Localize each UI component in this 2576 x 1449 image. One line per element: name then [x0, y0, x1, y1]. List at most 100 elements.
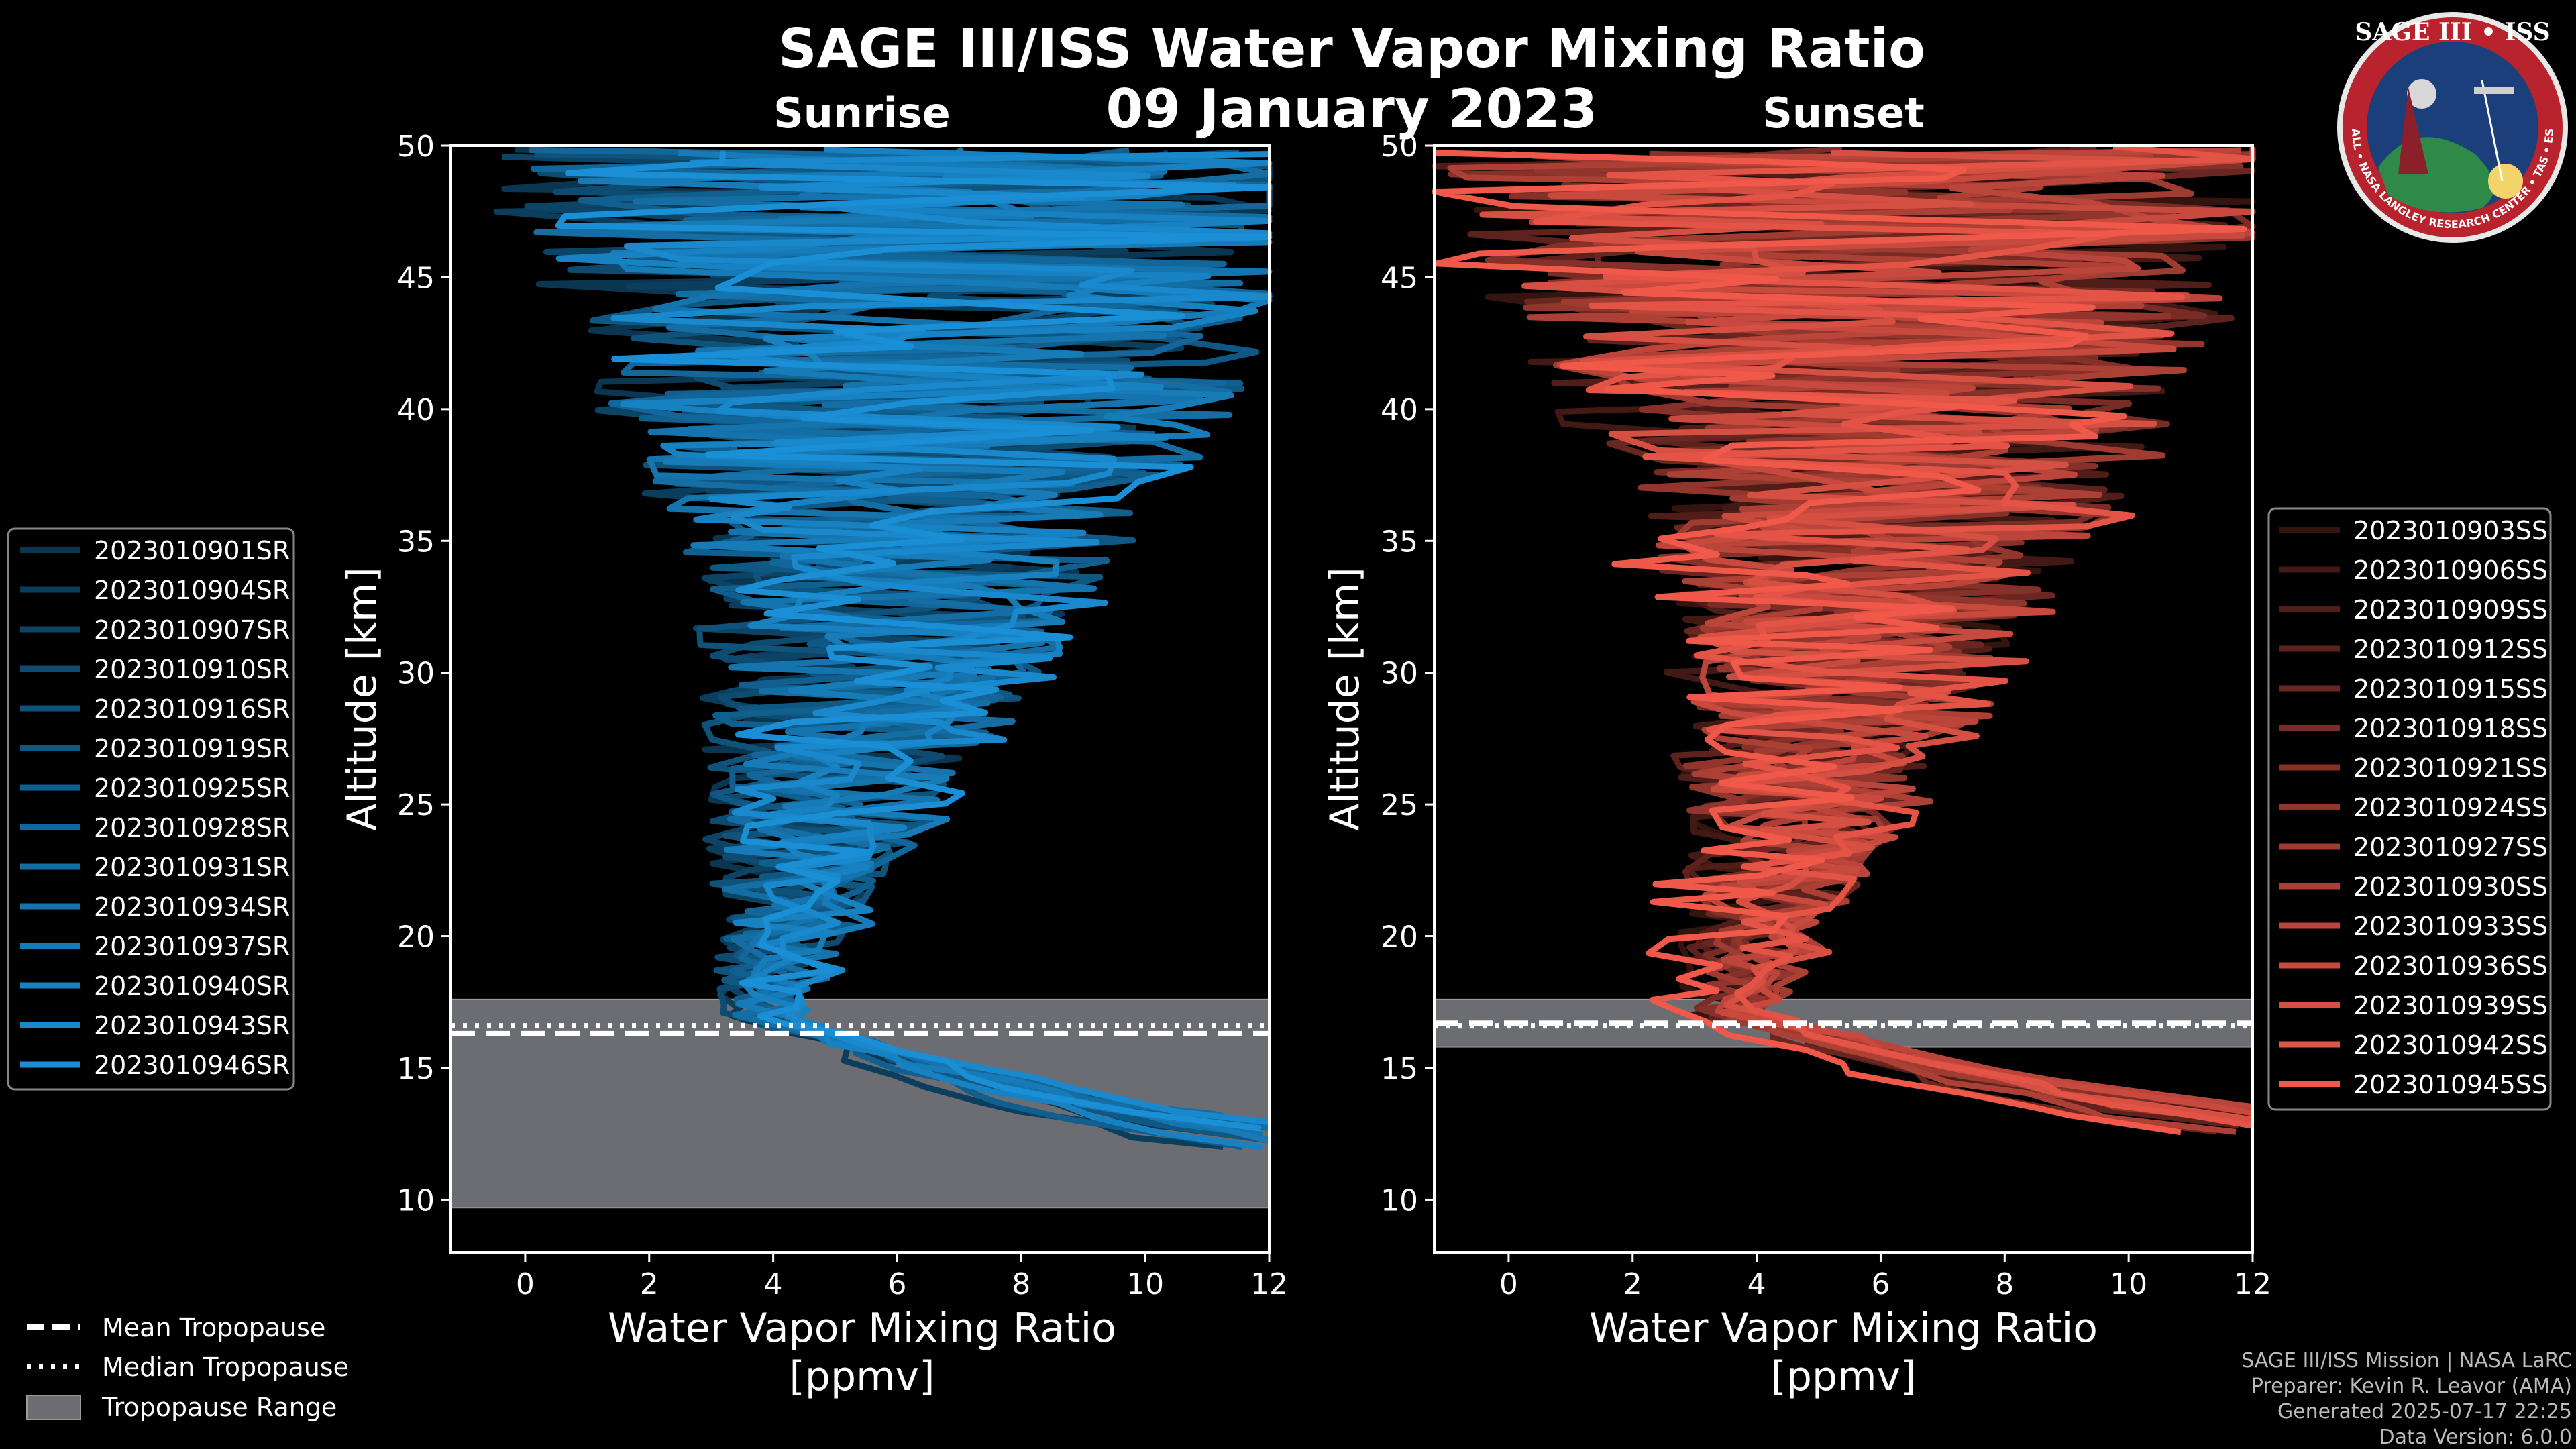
profile-line-2023010942SS — [1532, 143, 2256, 1129]
legend-label-2023010940SR: 2023010940SR — [94, 971, 290, 1001]
ytick-label-45: 45 — [397, 261, 435, 295]
legend-label-2023010937SR: 2023010937SR — [94, 932, 290, 961]
ytick-label-40: 40 — [397, 393, 435, 427]
xtick-label-2: 2 — [1623, 1267, 1642, 1301]
ytick-label-30: 30 — [1381, 657, 1418, 691]
xtick-label-2: 2 — [640, 1267, 659, 1301]
sunrise-xlabel-units: [ppmv] — [790, 1353, 935, 1400]
sunset-axes-frame — [1433, 144, 2254, 1254]
ytick-label-50: 50 — [397, 129, 435, 164]
sunset-profile-lines — [1431, 143, 2256, 1136]
logo-moon-icon — [2407, 79, 2436, 109]
sunset-xlabel: Water Vapor Mixing Ratio — [1589, 1305, 2098, 1352]
ytick-label-15: 15 — [397, 1052, 435, 1086]
legend-label-2023010918SS: 2023010918SS — [2353, 714, 2548, 743]
logo-iss-icon — [2474, 87, 2514, 94]
tropopause-range-label: Tropopause Range — [101, 1393, 337, 1422]
legend-label-2023010921SS: 2023010921SS — [2353, 753, 2548, 783]
credits-mission: SAGE III/ISS Mission | NASA LaRC — [2241, 1349, 2572, 1373]
xtick-label-10: 10 — [2110, 1267, 2147, 1301]
ytick-label-30: 30 — [397, 657, 435, 691]
sunset-legend-frame — [2267, 507, 2552, 1111]
xtick-label-4: 4 — [1748, 1267, 1766, 1301]
legend-label-2023010924SS: 2023010924SS — [2353, 793, 2548, 822]
ytick-label-45: 45 — [1381, 261, 1418, 295]
xtick-label-6: 6 — [888, 1267, 906, 1301]
legend-label-2023010915SS: 2023010915SS — [2353, 674, 2548, 704]
logo-beam-icon — [2481, 80, 2504, 182]
ytick-label-20: 20 — [1381, 920, 1418, 955]
legend-label-2023010931SR: 2023010931SR — [94, 853, 290, 882]
legend-label-2023010933SS: 2023010933SS — [2353, 912, 2548, 941]
legend-label-2023010916SR: 2023010916SR — [94, 694, 290, 724]
ytick-label-10: 10 — [1381, 1183, 1418, 1218]
sunset-panel-title: Sunset — [1762, 89, 1925, 138]
legend-label-2023010925SR: 2023010925SR — [94, 773, 290, 803]
xtick-label-12: 12 — [1250, 1267, 1288, 1301]
median-tropopause-label: Median Tropopause — [102, 1352, 349, 1382]
credits-data-version: Data Version: 6.0.0 — [2379, 1426, 2572, 1449]
xtick-label-8: 8 — [1995, 1267, 2014, 1301]
xtick-label-10: 10 — [1126, 1267, 1164, 1301]
sunrise-panel: 0 2 4 6 8 10 12 10 15 20 25 30 35 40 45 50 Water Vapor … — [339, 129, 1288, 1400]
sunrise-axes-frame — [449, 144, 1271, 1254]
profile-line-2023010946SR — [555, 150, 1273, 1132]
mean-tropopause-label: Mean Tropopause — [102, 1313, 325, 1342]
sunrise-ylabel: Altitude [km] — [339, 567, 386, 831]
sunset-ylabel: Altitude [km] — [1322, 567, 1368, 831]
legend-label-2023010943SR: 2023010943SR — [94, 1011, 290, 1040]
legend-label-2023010903SS: 2023010903SS — [2353, 516, 2548, 545]
legend-label-2023010919SR: 2023010919SR — [94, 734, 290, 763]
ytick-label-25: 25 — [1381, 788, 1418, 822]
xtick-label-12: 12 — [2234, 1267, 2271, 1301]
ytick-label-35: 35 — [1381, 525, 1418, 559]
logo-figure-icon — [2398, 87, 2428, 174]
legend-label-2023010906SS: 2023010906SS — [2353, 555, 2548, 585]
sunset-legend: 2023010903SS 2023010906SS 2023010909SS 2023… — [2267, 507, 2552, 1111]
sunrise-xlabel: Water Vapor Mixing Ratio — [608, 1305, 1116, 1352]
sunrise-panel-title: Sunrise — [773, 89, 951, 138]
profile-line-2023010945SS — [1432, 150, 2247, 1136]
tropopause-legend: Mean Tropopause Median Tropopause Tropop… — [26, 1313, 349, 1422]
legend-label-2023010907SR: 2023010907SR — [94, 615, 290, 645]
legend-label-2023010910SR: 2023010910SR — [94, 655, 290, 684]
legend-label-2023010927SS: 2023010927SS — [2353, 833, 2548, 862]
legend-label-2023010942SS: 2023010942SS — [2353, 1030, 2548, 1060]
xtick-label-8: 8 — [1012, 1267, 1030, 1301]
figure-title: SAGE III/ISS Water Vapor Mixing Ratio — [778, 17, 1925, 80]
legend-label-2023010930SS: 2023010930SS — [2353, 872, 2548, 902]
legend-label-2023010901SR: 2023010901SR — [94, 536, 290, 566]
legend-label-2023010934SR: 2023010934SR — [94, 892, 290, 922]
tropopause-range-swatch — [26, 1395, 81, 1420]
sunrise-legend-frame — [7, 527, 295, 1091]
legend-label-2023010928SR: 2023010928SR — [94, 813, 290, 843]
figure-date: 09 January 2023 — [1106, 78, 1598, 140]
sunset-xlabel-units: [ppmv] — [1771, 1353, 1917, 1400]
legend-label-2023010936SS: 2023010936SS — [2353, 951, 2548, 981]
logo-title: SAGE III • ISS — [2355, 18, 2550, 46]
sunset-panel: 0 2 4 6 8 10 12 10 15 20 25 30 35 40 45 50 Water Vapor … — [1322, 129, 2271, 1400]
sunrise-ticks: 0 2 4 6 8 10 12 10 15 20 25 30 35 40 45 50 — [397, 129, 1288, 1301]
sunrise-profile-lines — [493, 146, 1273, 1150]
sunrise-legend: 2023010901SR 2023010904SR 2023010907SR 2023… — [7, 527, 295, 1091]
ytick-label-50: 50 — [1381, 129, 1418, 164]
legend-label-2023010939SS: 2023010939SS — [2353, 991, 2548, 1020]
xtick-label-0: 0 — [1499, 1267, 1518, 1301]
ytick-label-20: 20 — [397, 920, 435, 955]
legend-label-2023010909SS: 2023010909SS — [2353, 595, 2548, 625]
ytick-label-15: 15 — [1381, 1052, 1418, 1086]
xtick-label-6: 6 — [1871, 1267, 1890, 1301]
ytick-label-40: 40 — [1381, 393, 1418, 427]
ytick-label-25: 25 — [397, 788, 435, 822]
logo-sun-icon — [2488, 164, 2523, 199]
xtick-label-4: 4 — [764, 1267, 783, 1301]
xtick-label-0: 0 — [516, 1267, 535, 1301]
legend-label-2023010904SR: 2023010904SR — [94, 576, 290, 605]
legend-label-2023010945SS: 2023010945SS — [2353, 1070, 2548, 1099]
legend-label-2023010912SS: 2023010912SS — [2353, 635, 2548, 664]
sunset-ticks: 0 2 4 6 8 10 12 10 15 20 25 30 35 40 45 50 — [1381, 129, 2271, 1301]
credits-preparer: Preparer: Kevin R. Leavor (AMA) — [2251, 1375, 2572, 1398]
ytick-label-10: 10 — [397, 1183, 435, 1218]
legend-label-2023010946SR: 2023010946SR — [94, 1051, 290, 1080]
